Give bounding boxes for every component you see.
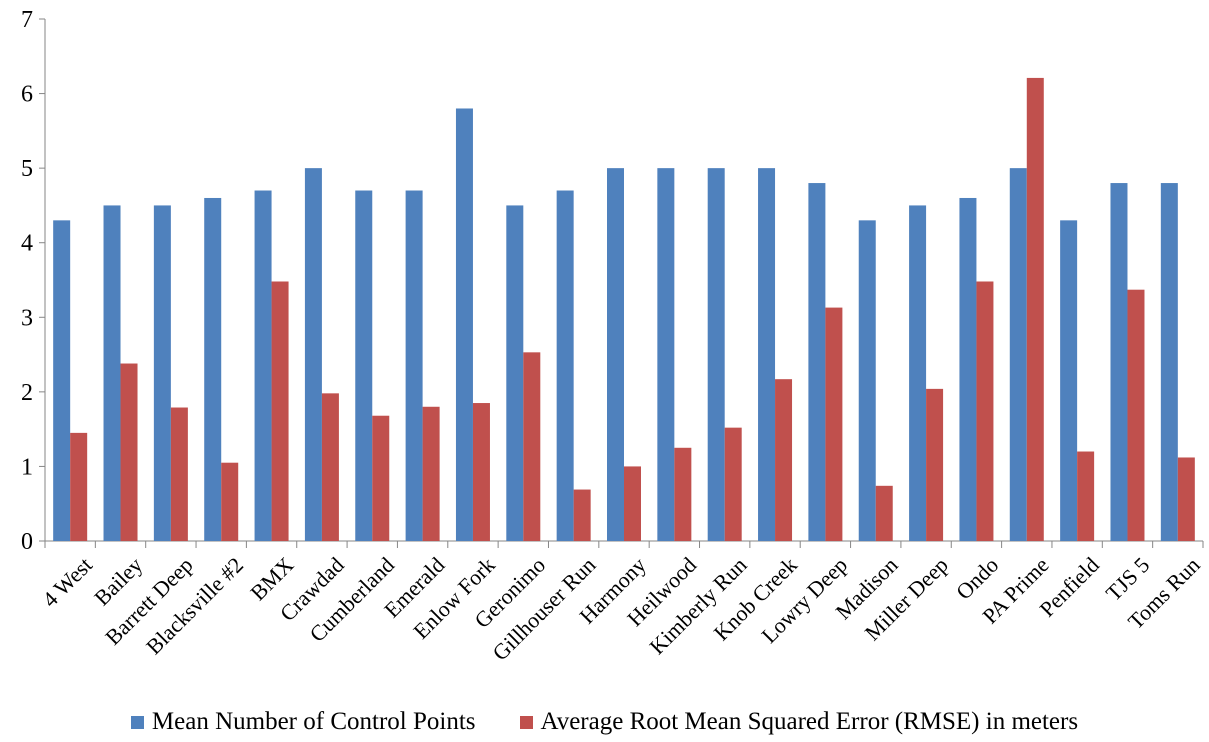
- bar-rmse: [70, 432, 88, 541]
- bar-rmse: [1127, 289, 1145, 541]
- bar-rmse: [875, 485, 893, 541]
- y-tick-label: 0: [21, 529, 33, 555]
- bar-control-points: [254, 190, 272, 541]
- legend-swatch-series-1: [130, 715, 144, 729]
- bar-control-points: [1110, 183, 1128, 542]
- y-tick-label: 1: [21, 454, 33, 480]
- bar-rmse: [120, 363, 138, 541]
- bar-control-points: [103, 205, 121, 541]
- bar-control-points: [657, 168, 675, 541]
- bar-rmse: [221, 462, 239, 541]
- y-tick-label: 7: [21, 7, 33, 33]
- bar-control-points: [858, 220, 876, 542]
- bar-rmse: [271, 281, 289, 541]
- legend-swatch-series-2: [519, 715, 533, 729]
- x-tick-label: 4 West: [37, 552, 97, 612]
- bar-control-points: [1160, 183, 1178, 542]
- bar-rmse: [825, 307, 843, 541]
- y-tick-label: 6: [21, 82, 33, 108]
- bar-control-points: [455, 108, 473, 541]
- bar-control-points: [758, 168, 776, 541]
- bar-rmse: [372, 415, 390, 541]
- bar-control-points: [556, 190, 574, 541]
- bar-rmse: [926, 388, 944, 541]
- bar-rmse: [1077, 451, 1095, 541]
- bar-rmse: [775, 379, 793, 541]
- y-tick-label: 5: [21, 156, 33, 182]
- bar-rmse: [1177, 457, 1195, 541]
- legend-item-series-1: Mean Number of Control Points: [130, 708, 476, 736]
- bar-rmse: [472, 403, 490, 541]
- bar-control-points: [1060, 220, 1078, 542]
- bar-control-points: [355, 190, 373, 541]
- bar-control-points: [53, 220, 71, 542]
- bar-control-points: [808, 183, 826, 542]
- y-tick-label: 2: [21, 380, 33, 406]
- y-tick-label: 3: [21, 305, 33, 331]
- bar-control-points: [153, 205, 171, 541]
- bar-rmse: [573, 489, 591, 541]
- bar-rmse: [170, 407, 188, 541]
- bar-rmse: [724, 427, 742, 541]
- bar-rmse: [321, 393, 339, 541]
- bar-rmse: [976, 281, 994, 541]
- bar-control-points: [909, 205, 927, 541]
- bar-control-points: [204, 197, 222, 541]
- bar-rmse: [523, 352, 541, 541]
- bar-control-points: [304, 168, 322, 541]
- bar-control-points: [405, 190, 423, 541]
- bar-control-points: [506, 205, 524, 541]
- bar-control-points: [1009, 168, 1027, 541]
- y-tick-label: 4: [21, 231, 33, 257]
- bar-control-points: [959, 197, 977, 541]
- bar-rmse: [422, 406, 440, 541]
- legend-item-series-2: Average Root Mean Squared Error (RMSE) i…: [519, 708, 1079, 736]
- bar-rmse: [674, 447, 692, 541]
- legend-label-series-1: Mean Number of Control Points: [151, 708, 476, 735]
- bar-rmse: [1026, 77, 1044, 541]
- legend-label-series-2: Average Root Mean Squared Error (RMSE) i…: [540, 708, 1079, 735]
- legend: Mean Number of Control Points Average Ro…: [0, 702, 1209, 742]
- bar-rmse: [624, 466, 641, 541]
- bar-control-points: [607, 168, 624, 541]
- bar-control-points: [707, 168, 725, 541]
